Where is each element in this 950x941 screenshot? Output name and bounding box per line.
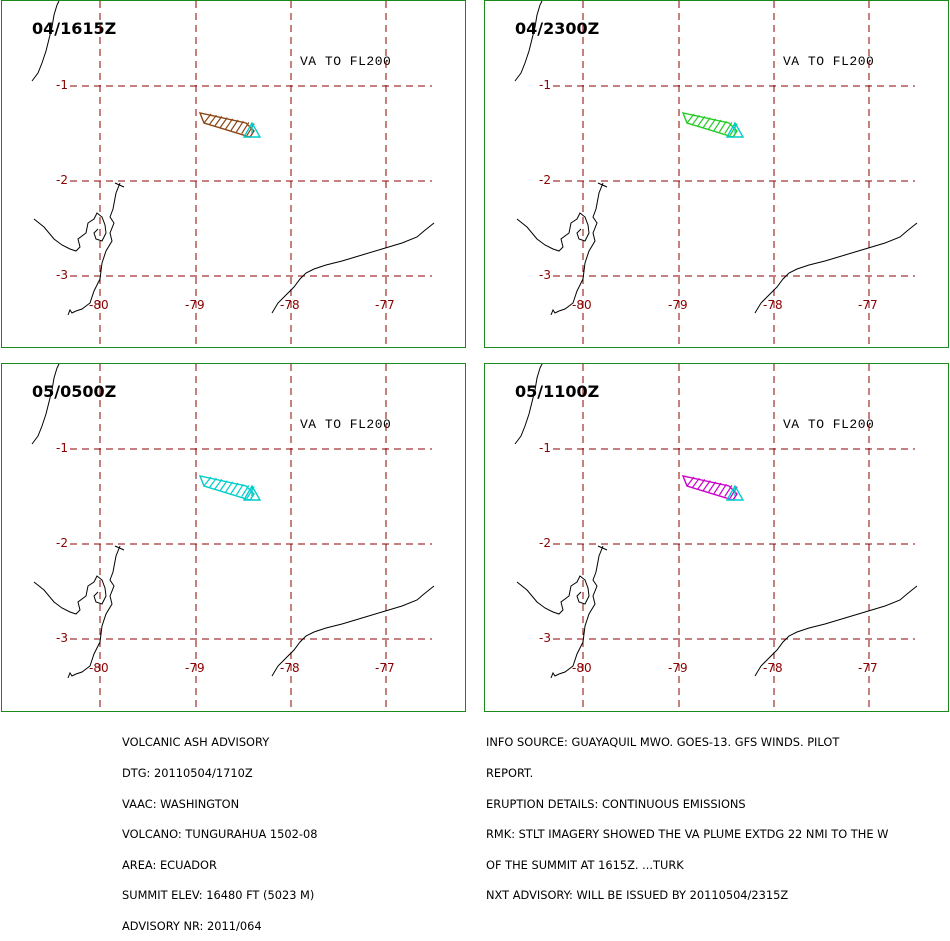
panel-ash-level: VA TO FL200: [300, 417, 392, 432]
volcano-vent-marker: [725, 484, 745, 501]
coastline: [514, 364, 543, 445]
coastline: [754, 585, 918, 677]
longitude-label: -77: [858, 661, 878, 675]
advisory-number: ADVISORY NR: 2011/064: [122, 919, 262, 934]
ash-plume: [198, 475, 255, 501]
forecast-panel-2: 04/2300Z VA TO FL200 -1 -2 -3 -80 -79 -78 -77: [484, 0, 949, 348]
advisory-dtg: DTG: 20110504/1710Z: [122, 766, 253, 781]
map-canvas: [31, 1, 435, 348]
longitude-label: -77: [375, 661, 395, 675]
coastline: [516, 575, 590, 615]
map-canvas: [31, 364, 435, 711]
latitude-label: -2: [56, 536, 68, 550]
advisory-vaac: VAAC: WASHINGTON: [122, 796, 240, 811]
longitude-label: -80: [89, 298, 109, 312]
panel-valid-time: 05/1100Z: [515, 382, 600, 401]
latitude-label: -2: [56, 173, 68, 187]
advisory-info-source: INFO SOURCE: GUAYAQUIL MWO. GOES-13. GFS…: [486, 735, 840, 750]
latitude-label: -3: [56, 631, 68, 645]
coastline: [754, 222, 918, 314]
advisory-summit-elev: SUMMIT ELEV: 16480 FT (5023 M): [122, 888, 315, 903]
latitude-label: -1: [56, 441, 68, 455]
longitude-label: -77: [858, 298, 878, 312]
panel-valid-time: 04/2300Z: [515, 19, 600, 38]
map-canvas: [514, 364, 918, 711]
volcano-vent-marker: [242, 121, 262, 138]
panel-valid-time: 05/0500Z: [32, 382, 117, 401]
longitude-label: -77: [375, 298, 395, 312]
longitude-label: -79: [668, 298, 688, 312]
advisory-right-block: INFO SOURCE: GUAYAQUIL MWO. GOES-13. GFS…: [486, 717, 888, 911]
latitude-label: -3: [539, 268, 551, 282]
longitude-label: -80: [572, 661, 592, 675]
latitude-label: -1: [56, 78, 68, 92]
panel-valid-time: 04/1615Z: [32, 19, 117, 38]
panel-ash-level: VA TO FL200: [783, 54, 875, 69]
coastline: [550, 671, 560, 679]
coastline: [558, 545, 608, 675]
longitude-label: -79: [185, 661, 205, 675]
forecast-panel-4: 05/1100Z VA TO FL200 -1 -2 -3 -80 -79 -78 -77: [484, 363, 949, 712]
advisory-next: NXT ADVISORY: WILL BE ISSUED BY 20110504…: [486, 888, 789, 903]
latitude-label: -3: [56, 268, 68, 282]
latitude-label: -1: [539, 441, 551, 455]
latitude-label: -3: [539, 631, 551, 645]
coastline: [75, 545, 125, 675]
coastline: [67, 671, 77, 679]
forecast-panel-1: 04/1615Z VA TO FL200 -1 -2 -3 -80 -79 -78 -77: [1, 0, 466, 348]
volcano-vent-marker: [242, 484, 262, 501]
coastline: [31, 364, 60, 445]
advisory-area: AREA: ECUADOR: [122, 857, 217, 872]
latitude-label: -1: [539, 78, 551, 92]
advisory-remark-cont: OF THE SUMMIT AT 1615Z. ...TURK: [486, 857, 684, 872]
coastline: [516, 212, 590, 252]
advisory-eruption-details: ERUPTION DETAILS: CONTINUOUS EMISSIONS: [486, 796, 746, 811]
coastline: [550, 308, 560, 316]
panel-ash-level: VA TO FL200: [300, 54, 392, 69]
longitude-label: -78: [280, 298, 300, 312]
longitude-label: -78: [763, 661, 783, 675]
coastline: [558, 182, 608, 312]
forecast-panel-3: 05/0500Z VA TO FL200 -1 -2 -3 -80 -79 -78 -77: [1, 363, 466, 712]
coastline: [33, 212, 107, 252]
advisory-title: VOLCANIC ASH ADVISORY: [122, 735, 270, 750]
advisory-volcano: VOLCANO: TUNGURAHUA 1502-08: [122, 827, 318, 842]
longitude-label: -79: [668, 661, 688, 675]
latitude-label: -2: [539, 536, 551, 550]
longitude-label: -80: [89, 661, 109, 675]
advisory-info-source-cont: REPORT.: [486, 766, 534, 781]
volcano-vent-marker: [725, 121, 745, 138]
latitude-label: -2: [539, 173, 551, 187]
panel-ash-level: VA TO FL200: [783, 417, 875, 432]
coastline: [31, 1, 60, 82]
coastline: [271, 585, 435, 677]
longitude-label: -78: [763, 298, 783, 312]
coastline: [514, 1, 543, 82]
longitude-label: -80: [572, 298, 592, 312]
advisory-left-block: VOLCANIC ASH ADVISORY DTG: 20110504/1710…: [122, 717, 318, 941]
longitude-label: -79: [185, 298, 205, 312]
coastline: [75, 182, 125, 312]
coastline: [33, 575, 107, 615]
advisory-remark: RMK: STLT IMAGERY SHOWED THE VA PLUME EX…: [486, 827, 889, 842]
longitude-label: -78: [280, 661, 300, 675]
map-canvas: [514, 1, 918, 348]
ash-plume: [681, 475, 738, 501]
coastline: [271, 222, 435, 314]
coastline: [67, 308, 77, 316]
